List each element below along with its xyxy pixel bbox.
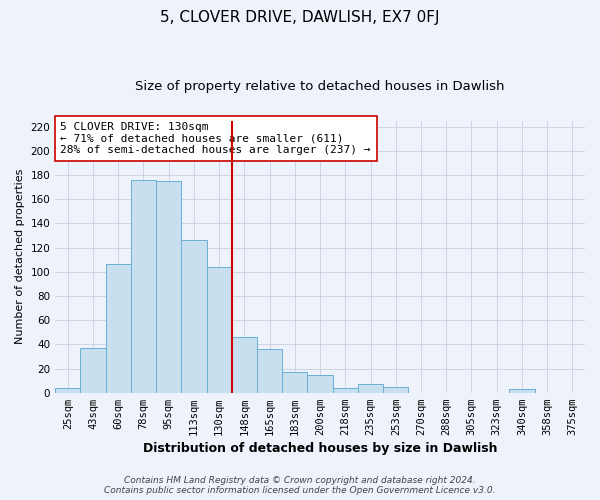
Bar <box>131 180 156 392</box>
Bar <box>156 181 181 392</box>
Bar <box>358 384 383 392</box>
Bar <box>307 374 332 392</box>
Bar <box>106 264 131 392</box>
Y-axis label: Number of detached properties: Number of detached properties <box>15 169 25 344</box>
Bar <box>257 349 282 393</box>
Bar <box>509 389 535 392</box>
Bar <box>80 348 106 393</box>
Text: 5 CLOVER DRIVE: 130sqm
← 71% of detached houses are smaller (611)
28% of semi-de: 5 CLOVER DRIVE: 130sqm ← 71% of detached… <box>61 122 371 155</box>
X-axis label: Distribution of detached houses by size in Dawlish: Distribution of detached houses by size … <box>143 442 497 455</box>
Bar <box>55 388 80 392</box>
Title: Size of property relative to detached houses in Dawlish: Size of property relative to detached ho… <box>136 80 505 93</box>
Bar <box>181 240 206 392</box>
Bar <box>383 386 409 392</box>
Bar <box>232 337 257 392</box>
Bar <box>206 267 232 392</box>
Bar <box>282 372 307 392</box>
Text: 5, CLOVER DRIVE, DAWLISH, EX7 0FJ: 5, CLOVER DRIVE, DAWLISH, EX7 0FJ <box>160 10 440 25</box>
Text: Contains HM Land Registry data © Crown copyright and database right 2024.
Contai: Contains HM Land Registry data © Crown c… <box>104 476 496 495</box>
Bar <box>332 388 358 392</box>
